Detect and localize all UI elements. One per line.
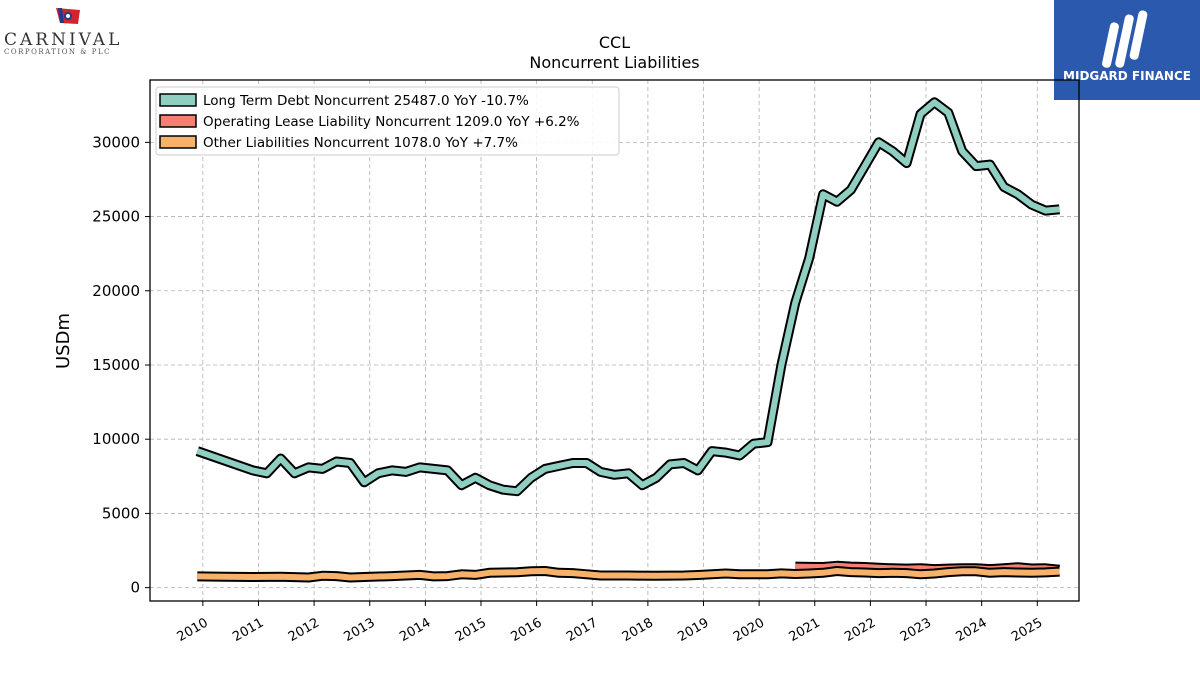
x-tick-label: 2011 [230,615,266,645]
legend-label-operating-lease: Operating Lease Liability Noncurrent 120… [203,114,580,130]
x-tick-label: 2014 [397,615,433,645]
series-line-operating-lease [795,562,1060,573]
series-line-long-term-debt [196,99,1060,495]
x-tick-label: 2025 [1009,615,1045,645]
x-tick-label: 2018 [620,615,656,645]
series-outline-long-term-debt [195,97,1060,497]
legend-box [155,86,620,156]
series-layer [195,97,1061,583]
y-tick-label: 30000 [92,133,140,151]
carnival-wordmark: CARNIVAL [4,30,123,50]
x-tick-label: 2013 [342,615,378,645]
legend-label-other-liabilities: Other Liabilities Noncurrent 1078.0 YoY … [203,135,518,151]
carnival-logo: CARNIVAL CORPORATION & PLC [0,0,140,60]
legend: Long Term Debt Noncurrent 25487.0 YoY -1… [155,86,620,156]
x-tick-label: 2019 [675,615,711,645]
x-tick-label: 2020 [731,615,767,645]
legend-swatch-operating-lease [159,114,197,128]
y-tick-label: 10000 [92,430,140,448]
x-tick-label: 2012 [286,615,322,645]
x-tick-label: 2017 [564,615,600,645]
grid-lines [150,80,1079,601]
x-tick-label: 2015 [453,615,489,645]
x-tick-label: 2021 [787,615,823,645]
midgard-finance-name: MIDGARD FINANCE [1063,69,1191,83]
y-tick-label: 5000 [102,504,140,522]
chart-subtitle: Noncurrent Liabilities [529,53,699,72]
legend-swatch-other-liabilities [159,135,197,149]
x-tick-label: 2010 [175,615,211,645]
carnival-funnel-icon [56,8,80,24]
midgard-finance-logo: MIDGARD FINANCE [1054,0,1200,100]
y-tick-label: 15000 [92,356,140,374]
carnival-subtitle: CORPORATION & PLC [4,48,111,56]
series-line-other-liabilities [197,568,1060,581]
y-tick-label: 25000 [92,208,140,226]
x-tick-label: 2022 [842,615,878,645]
x-tick-label: 2023 [898,615,934,645]
chart-title: CCL [599,33,630,52]
y-tick-label: 0 [130,579,140,597]
y-axis-label: USDm [53,313,74,369]
legend-label-long-term-debt: Long Term Debt Noncurrent 25487.0 YoY -1… [203,93,529,109]
midgard-emblem-icon [1102,10,1148,68]
y-tick-label: 20000 [92,282,140,300]
x-tick-label: 2016 [508,615,544,645]
x-tick-label: 2024 [953,615,989,645]
legend-swatch-long-term-debt [159,93,197,107]
plot-frame [149,79,1080,602]
